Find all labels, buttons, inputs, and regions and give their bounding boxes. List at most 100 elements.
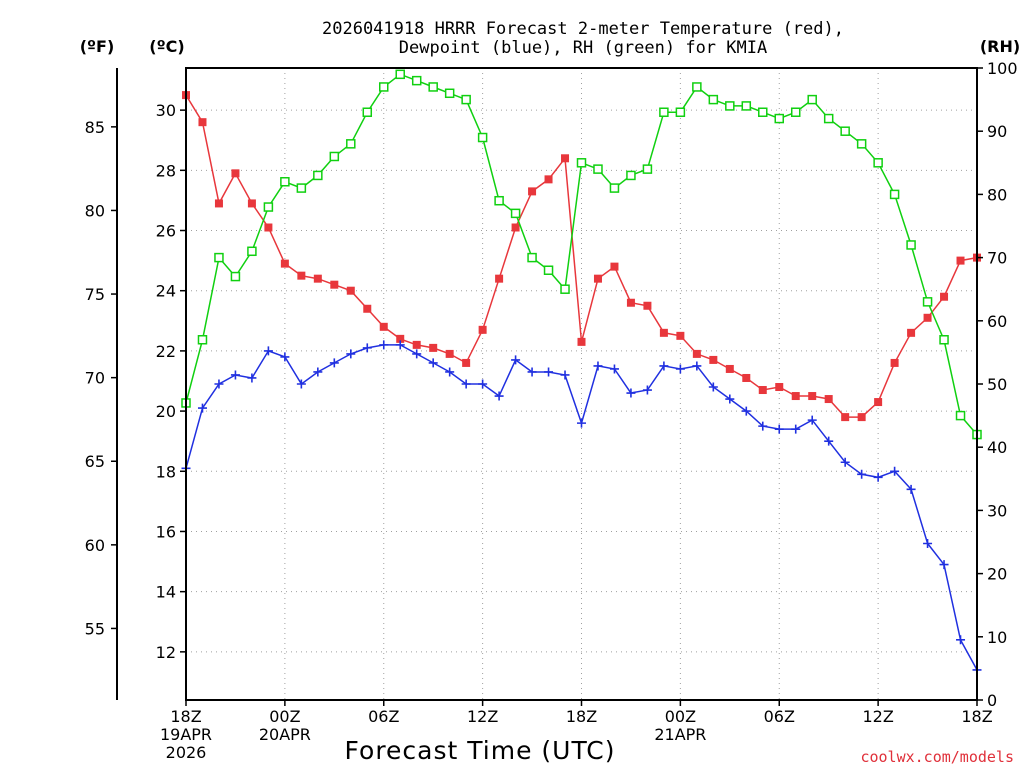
temperature-point [577, 337, 586, 346]
dewpoint-point [197, 403, 207, 413]
chart-title-line-2: Dewpoint (blue), RH (green) for KMIA [399, 38, 767, 58]
dewpoint-point [511, 355, 521, 365]
fahrenheit-tick-label: 70 [85, 369, 105, 388]
rh-series [181, 69, 982, 440]
x-tick-label: 18Z [566, 707, 597, 726]
temperature-point [676, 331, 685, 340]
celsius-unit-label: (ºC) [149, 37, 184, 56]
temperature-point [874, 398, 883, 407]
celsius-tick-label: 18 [156, 462, 176, 481]
temperature-point [758, 386, 767, 395]
temperature-point [231, 169, 240, 178]
dewpoint-point [412, 349, 422, 359]
x-tick-label: 20APR [259, 725, 311, 744]
temperature-series [182, 91, 981, 422]
dewpoint-point [346, 349, 356, 359]
temperature-point [643, 301, 652, 310]
rh-point [576, 158, 587, 168]
rh-point [527, 252, 537, 263]
celsius-tick-label: 14 [156, 583, 176, 602]
dewpoint-point [362, 343, 372, 353]
rh-tick-label: 0 [987, 691, 997, 710]
dewpoint-point [758, 421, 768, 431]
temperature-point [528, 187, 537, 196]
fahrenheit-tick-label: 80 [85, 201, 105, 220]
dewpoint-point [708, 382, 718, 392]
temperature-point [791, 392, 800, 401]
temperature-point [379, 322, 388, 331]
dewpoint-point [609, 364, 619, 374]
rh-point [313, 170, 323, 181]
dewpoint-point [478, 379, 488, 389]
rh-point [856, 139, 867, 149]
temperature-point [610, 262, 619, 271]
rh-tick-label: 50 [987, 375, 1007, 394]
rh-point [939, 335, 949, 345]
rh-point [889, 189, 900, 200]
x-tick-label: 19APR [160, 725, 212, 744]
temperature-point [264, 223, 273, 232]
temperature-point [775, 383, 784, 392]
rh-point [774, 113, 784, 124]
rh-point [659, 107, 669, 117]
celsius-tick-label: 24 [156, 282, 176, 301]
rh-point [807, 94, 817, 105]
temperature-point [593, 274, 602, 283]
temperature-point [692, 349, 701, 358]
dewpoint-point [445, 367, 455, 377]
temperature-point [808, 392, 817, 401]
temperature-point [297, 271, 306, 280]
dewpoint-point [313, 367, 323, 377]
rh-point [725, 101, 735, 111]
rh-point [411, 75, 422, 86]
celsius-tick-label: 12 [156, 643, 176, 662]
dewpoint-point [642, 385, 652, 395]
fahrenheit-tick-label: 85 [85, 118, 105, 137]
dewpoint-point [741, 406, 751, 416]
dewpoint-point [379, 340, 389, 350]
rh-point [873, 158, 883, 168]
dewpoint-point [527, 367, 537, 377]
dewpoint-point [626, 388, 636, 398]
gridlines [186, 68, 977, 700]
dewpoint-point [263, 346, 273, 356]
fahrenheit-tick-label: 75 [85, 285, 105, 304]
celsius-tick-label: 20 [156, 402, 176, 421]
rh-tick-label: 10 [987, 628, 1007, 647]
temperature-point [313, 274, 322, 283]
rh-point [494, 195, 504, 206]
dewpoint-point [593, 361, 603, 371]
dewpoint-point [461, 379, 471, 389]
rh-tick-label: 80 [987, 185, 1007, 204]
rh-point [609, 183, 620, 193]
temperature-point [890, 358, 899, 367]
chart-title-line-1: 2026041918 HRRR Forecast 2-meter Tempera… [322, 19, 844, 39]
dewpoint-point [577, 418, 586, 428]
rh-point [214, 252, 224, 263]
x-tick-label: 2026 [166, 743, 207, 762]
temperature-point [742, 373, 751, 382]
dewpoint-point [659, 361, 669, 371]
temperature-point [511, 223, 520, 232]
x-tick-label: 12Z [862, 707, 893, 726]
dewpoint-point [906, 484, 916, 494]
temperature-point [940, 292, 949, 301]
x-axis-title: Forecast Time (UTC) [345, 736, 616, 765]
dewpoint-point [791, 424, 801, 434]
rh-point [922, 297, 933, 307]
rh-point [692, 82, 702, 92]
dewpoint-point [544, 367, 554, 377]
temperature-point [561, 154, 570, 163]
rh-point [395, 69, 405, 80]
x-tick-label: 06Z [368, 707, 399, 726]
rh-point [477, 132, 488, 143]
temperature-point [363, 304, 372, 313]
x-tick-label: 12Z [467, 707, 498, 726]
rh-point [247, 246, 257, 257]
temperature-point [198, 118, 207, 127]
dewpoint-point [494, 391, 504, 401]
temperature-point [214, 199, 223, 208]
temperature-point [857, 413, 866, 422]
